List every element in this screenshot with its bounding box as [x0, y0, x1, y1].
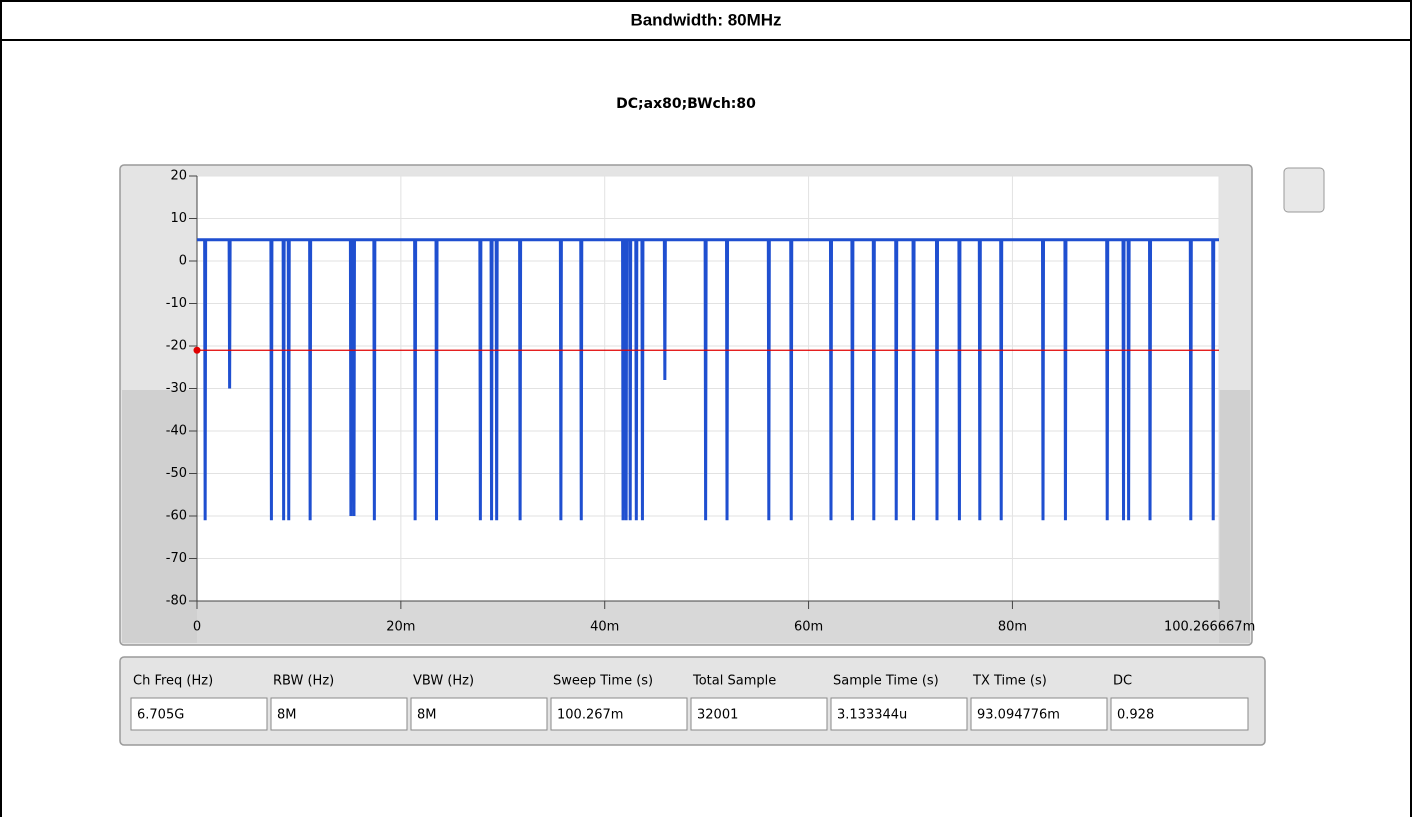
signal-trace — [197, 238, 1219, 521]
side-button[interactable] — [1283, 167, 1325, 213]
frame-shade — [1219, 390, 1250, 643]
field-box — [690, 697, 828, 731]
y-tick-label: -50 — [166, 466, 187, 481]
field-value: 3.133344u — [837, 708, 907, 723]
threshold-cursor — [193, 346, 201, 354]
chart-title: DC;ax80;BWch:80 — [616, 96, 756, 112]
y-tick-label: -10 — [166, 296, 187, 311]
field-label: Ch Freq (Hz) — [133, 674, 213, 689]
field-label: DC — [1113, 674, 1132, 689]
field-label: Sweep Time (s) — [553, 674, 653, 689]
y-tick-label: 20 — [170, 169, 187, 184]
y-tick-label: -40 — [166, 424, 187, 439]
frame-shade — [122, 390, 197, 643]
x-tick-label: 20m — [386, 620, 415, 635]
field-value: 0.928 — [1117, 708, 1154, 723]
field-value: 6.705G — [137, 708, 184, 723]
field-label: Total Sample — [692, 674, 776, 689]
y-tick-label: -60 — [166, 509, 187, 524]
field-value: 100.267m — [557, 708, 623, 723]
field-value: 93.094776m — [977, 708, 1060, 723]
field-label: VBW (Hz) — [413, 674, 474, 689]
x-tick-label: 60m — [794, 620, 823, 635]
frame-shade — [197, 601, 1219, 643]
field-box — [830, 697, 968, 731]
field-box — [130, 697, 268, 731]
field-box — [270, 697, 408, 731]
y-tick-label: -30 — [166, 381, 187, 396]
field-label: Sample Time (s) — [833, 674, 939, 689]
field-box — [550, 697, 688, 731]
x-tick-label: 80m — [998, 620, 1027, 635]
y-tick-label: -70 — [166, 551, 187, 566]
x-tick-label: 40m — [590, 620, 619, 635]
field-box — [970, 697, 1108, 731]
field-box — [410, 697, 548, 731]
header-title: Bandwidth: 80MHz — [630, 10, 781, 29]
field-label: RBW (Hz) — [273, 674, 334, 689]
y-tick-label: -80 — [166, 594, 187, 609]
y-tick-label: 10 — [170, 211, 187, 226]
y-tick-label: 0 — [179, 254, 187, 269]
x-tick-label: 100.266667m — [1164, 620, 1255, 635]
field-value: 8M — [417, 708, 437, 723]
x-tick-label: 0 — [193, 620, 201, 635]
field-value: 32001 — [697, 708, 738, 723]
field-label: TX Time (s) — [972, 674, 1047, 689]
y-tick-label: -20 — [166, 339, 187, 354]
field-box — [1110, 697, 1249, 731]
field-value: 8M — [277, 708, 297, 723]
